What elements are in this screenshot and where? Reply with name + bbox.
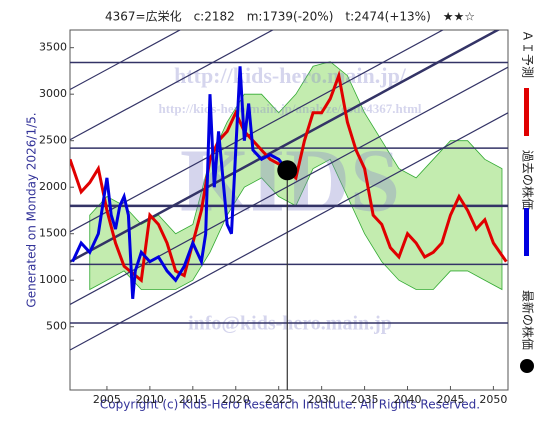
x-tick-label: 2025: [265, 393, 293, 406]
trend-line: [70, 30, 182, 91]
latest-price: [277, 160, 298, 181]
trend-line: [70, 112, 508, 351]
watermark: http://kids-hero.main.jp/: [174, 63, 407, 88]
x-tick-label: 2010: [136, 393, 164, 406]
x-tick-label: 2005: [93, 393, 121, 406]
x-tick-label: 2030: [308, 393, 336, 406]
y-tick-label: 3500: [39, 41, 67, 54]
y-tick-label: 500: [46, 320, 67, 333]
trend-line: [70, 30, 444, 233]
x-tick-label: 2050: [479, 393, 507, 406]
plot: http://kids-hero.main.jp/http://kids-her…: [70, 30, 508, 390]
x-tick-label: 2045: [436, 393, 464, 406]
chart-title: 4367=広栄化 c:2182 m:1739(-20%) t:2474(+13%…: [105, 10, 475, 24]
legend-swatch: [524, 88, 529, 136]
y-tick-label: 1000: [39, 273, 67, 286]
y-tick-label: 2000: [39, 180, 67, 193]
legend-swatch: [520, 359, 534, 373]
price-line: [71, 66, 289, 299]
legend-label: ＡＩ予測: [521, 30, 535, 78]
trend-line: [70, 30, 274, 141]
y-tick-label: 3000: [39, 87, 67, 100]
y-tick-label: 1500: [39, 227, 67, 240]
x-tick-label: 2020: [222, 393, 250, 406]
copyright: Copyright (c) Kids-Hero Research Institu…: [100, 398, 480, 412]
x-tick-label: 2040: [394, 393, 422, 406]
legend-label: 過去の株価: [521, 150, 536, 210]
trend-line: [70, 30, 501, 263]
y-tick-label: 2500: [39, 134, 67, 147]
watermark: http://kids-hero.main.jp/analyze/code436…: [158, 101, 421, 116]
x-tick-label: 2035: [351, 393, 379, 406]
legend-swatch: [524, 208, 529, 256]
side-note: Generated on Monday 2026/1/5.: [25, 112, 39, 307]
legend-label: 最新の株価: [521, 290, 536, 350]
x-tick-label: 2015: [179, 393, 207, 406]
